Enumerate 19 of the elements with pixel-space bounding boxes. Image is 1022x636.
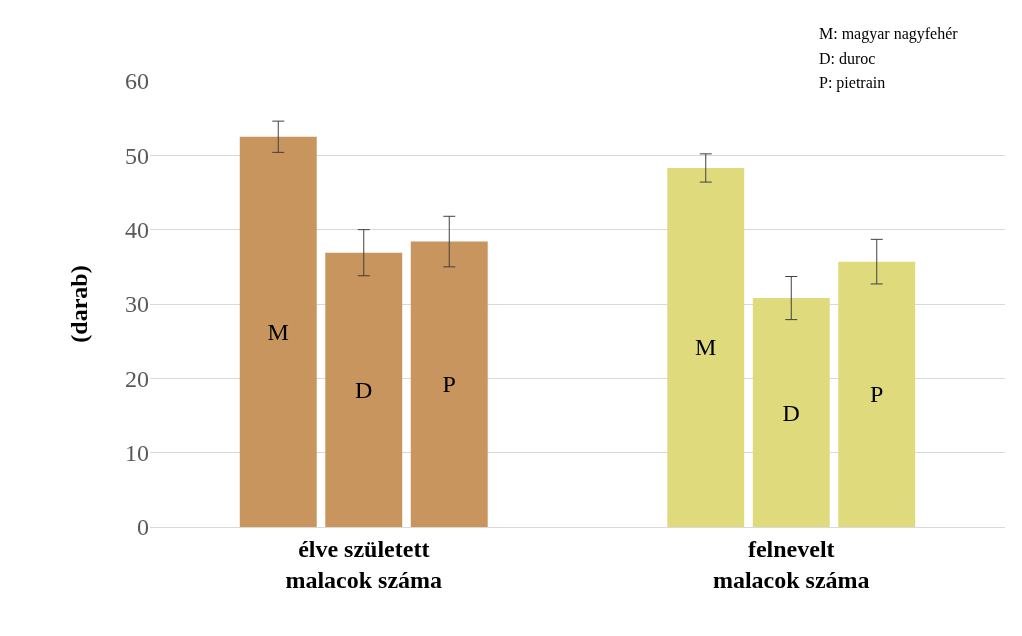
y-tick-label: 10 bbox=[125, 440, 149, 467]
y-tick-label: 50 bbox=[125, 142, 149, 169]
series-label: D bbox=[355, 376, 373, 403]
y-tick-label: 30 bbox=[125, 291, 149, 318]
y-axis-title: (darab) bbox=[66, 265, 93, 343]
x-tick-label: felnevelt malacok száma bbox=[712, 535, 870, 593]
text: D: duroc bbox=[819, 50, 876, 67]
y-tick-label: 60 bbox=[125, 68, 149, 95]
y-tick-label: 0 bbox=[137, 514, 149, 541]
annotation: P: pietrain bbox=[819, 74, 886, 92]
text: M: magyar nagyfehér bbox=[819, 25, 959, 43]
x-tick-label: élve született malacok száma bbox=[285, 535, 443, 593]
series-label: P bbox=[442, 371, 456, 398]
series-label: M bbox=[267, 318, 289, 345]
y-tick-label: 40 bbox=[125, 217, 149, 244]
y-tick-label: 20 bbox=[125, 365, 149, 392]
text: M bbox=[695, 334, 717, 361]
text: D bbox=[782, 399, 800, 426]
text: P bbox=[870, 381, 884, 408]
